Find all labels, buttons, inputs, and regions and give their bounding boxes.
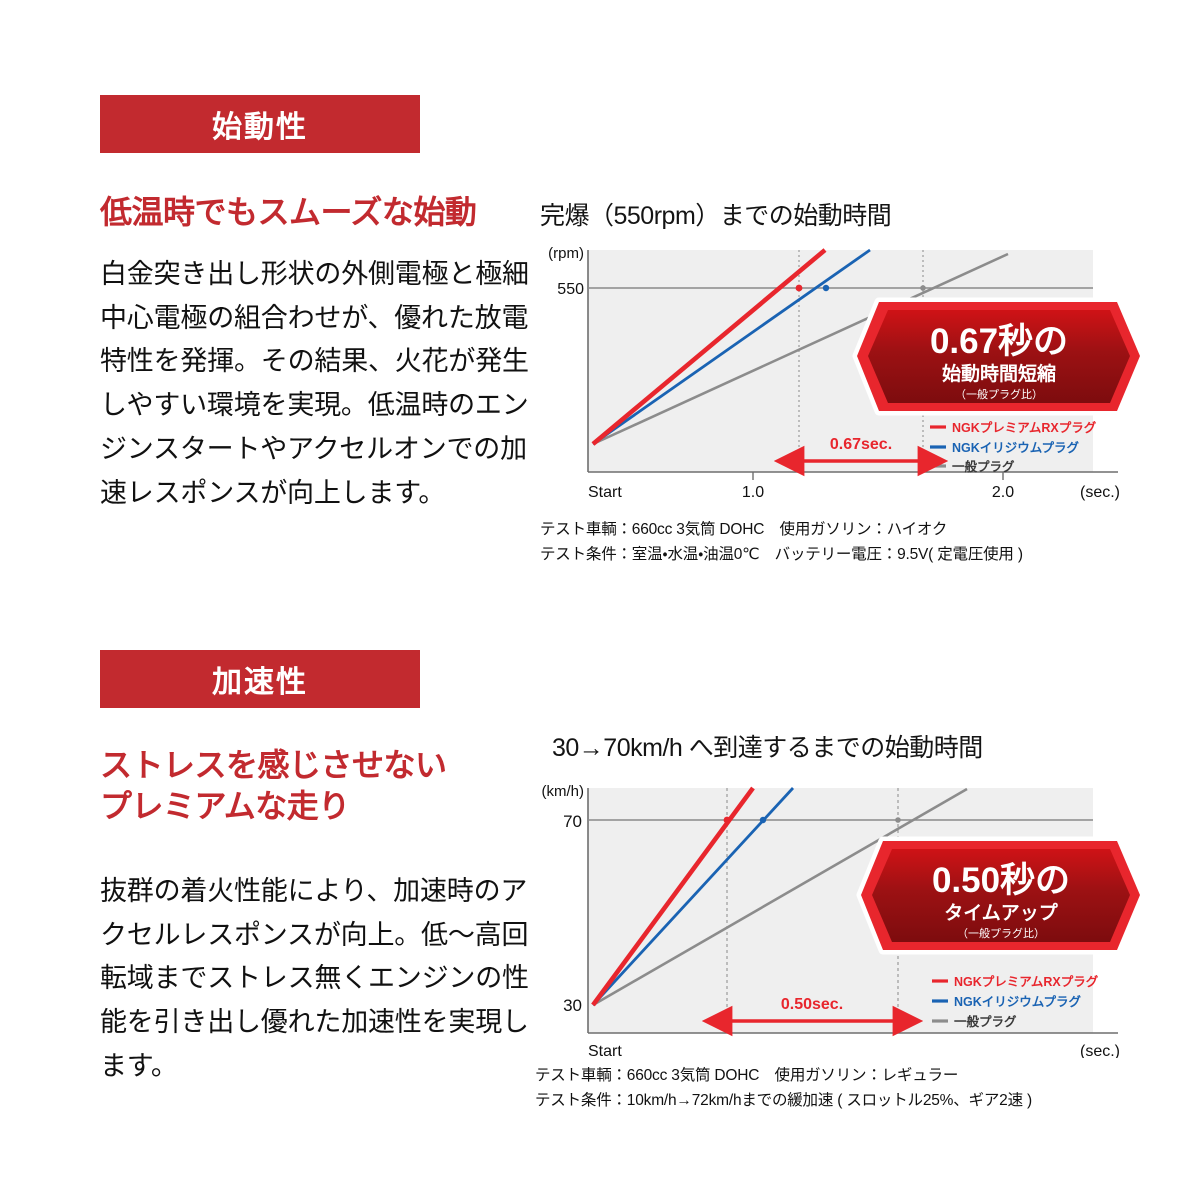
series-line-premium-rx (591, 786, 755, 1007)
chart-legend-acceleration: NGKプレミアムRXプラグ NGKイリジウムプラグ 一般プラグ (932, 974, 1099, 1029)
section-body-startability: 白金突き出し形状の外側電極と極細中心電極の組合わせが、優れた放電特性を発揮。その… (100, 259, 529, 508)
series-marker-standard (920, 285, 926, 291)
callout-badge-note: （一般プラグ比） (955, 387, 1043, 401)
series-marker-premium-rx (795, 284, 803, 292)
feature-section-startability: 始動性 低温時でもスムーズな始動 白金突き出し形状の外側電極と極細中心電極の組合… (100, 95, 1140, 564)
y-axis-unit-label: (km/h) (542, 783, 585, 800)
x-tick-label-1: 1.0 (742, 484, 764, 501)
series-line-premium-rx (591, 248, 827, 446)
series-marker-standard (895, 817, 901, 823)
legend-label-premium-rx: NGKプレミアムRXプラグ (954, 974, 1099, 989)
y-tick-label-550: 550 (557, 281, 584, 298)
x-tick-label-2: 2.0 (992, 484, 1014, 501)
chart-footnote-1-startability: テスト車輌：660cc 3気筒 DOHC 使用ガソリン：ハイオク (540, 521, 948, 538)
series-line-standard (592, 787, 968, 1007)
callout-badge-value: 0.50秒の (932, 861, 1070, 900)
legend-label-iridium: NGKイリジウムプラグ (954, 994, 1082, 1009)
measurement-arrow-acceleration: 0.50sec. (701, 996, 924, 1037)
series-line-iridium (592, 248, 871, 446)
arrow-measurement-label: 0.50sec. (781, 996, 843, 1013)
callout-badge-value: 0.67秒の (930, 322, 1068, 361)
chart-title-acceleration: 30→70km/h へ到達するまでの始動時間 (552, 734, 983, 762)
chart-footnote-1-acceleration: テスト車輌：660cc 3気筒 DOHC 使用ガソリン：レギュラー (535, 1067, 959, 1084)
chart-footnote-2-startability: テスト条件：室温・水温・油温0℃ バッテリー電圧：9.5V( 定電圧使用 ) (540, 546, 1023, 564)
series-marker-iridium (822, 284, 830, 292)
callout-badge-note: （一般プラグ比） (957, 926, 1045, 940)
section-headline-acceleration: ストレスを感じさせない プレミアムな走り (100, 747, 447, 824)
series-marker-premium-rx (723, 816, 731, 824)
section-tag-label: 加速性 (212, 666, 308, 699)
chart-acceleration: (km/h) 70 30 (540, 768, 1140, 1058)
callout-badge-acceleration: 0.50秒の タイムアップ （一般プラグ比） (856, 836, 1140, 955)
callout-badge-label: 始動時間短縮 (942, 362, 1056, 385)
x-tick-label-start: Start (588, 484, 622, 501)
feature-section-acceleration: 加速性 ストレスを感じさせない プレミアムな走り 抜群の着火性能により、加速時の… (0, 620, 1200, 1200)
legend-label-premium-rx: NGKプレミアムRXプラグ (952, 420, 1097, 435)
y-tick-label-70: 70 (563, 812, 582, 831)
measurement-arrow-startability: 0.67sec. (773, 436, 949, 477)
series-line-iridium (591, 787, 795, 1006)
section-body-acceleration: 抜群の着火性能により、加速時のアクセルレスポンスが向上。低〜高回転域までストレス… (100, 876, 529, 1081)
chart-title-startability: 完爆（550rpm）までの始動時間 (540, 202, 892, 230)
section-tag-acceleration: 加速性 (100, 650, 420, 708)
section-tag-startability: 始動性 (100, 95, 420, 153)
section-headline-startability: 低温時でもスムーズな始動 (100, 194, 477, 230)
y-axis-unit-label: (rpm) (548, 245, 584, 262)
chart-startability: (rpm) 550 (540, 240, 1140, 515)
x-axis-unit-label: (sec.) (1080, 484, 1120, 501)
arrow-measurement-label: 0.67sec. (830, 436, 892, 453)
series-line-standard (592, 252, 1009, 446)
section-tag-label: 始動性 (212, 111, 308, 144)
y-tick-label-30: 30 (563, 996, 582, 1015)
x-tick-label-start: Start (588, 1043, 622, 1058)
callout-badge-startability: 0.67秒の 始動時間短縮 （一般プラグ比） (852, 297, 1140, 416)
callout-badge-label: タイムアップ (944, 901, 1059, 924)
chart-acceleration-svg: (km/h) 70 30 (542, 783, 1140, 1058)
x-axis-unit-label: (sec.) (1080, 1043, 1120, 1058)
series-marker-iridium (759, 816, 767, 824)
legend-label-iridium: NGKイリジウムプラグ (952, 440, 1080, 455)
chart-footnote-2-acceleration: テスト条件：10km/h→72km/hまでの緩加速 ( スロットル25%、ギア2… (535, 1092, 1032, 1110)
chart-startability-svg: (rpm) 550 (548, 245, 1140, 501)
legend-label-standard: 一般プラグ (954, 1014, 1017, 1029)
legend-label-standard: 一般プラグ (952, 459, 1015, 474)
